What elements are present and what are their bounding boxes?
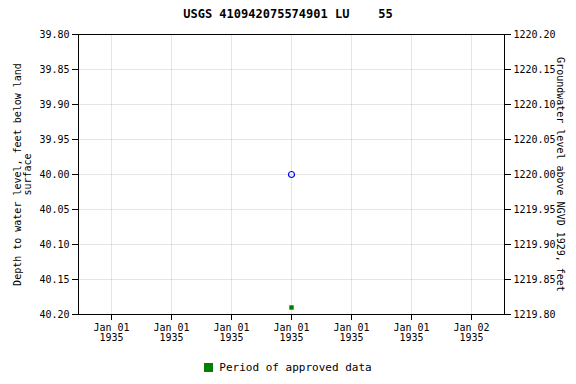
svg-text:39.90: 39.90 (39, 99, 69, 110)
svg-text:1219.95: 1219.95 (514, 204, 556, 215)
svg-text:40.10: 40.10 (39, 239, 69, 250)
svg-text:39.95: 39.95 (39, 134, 69, 145)
html-text:USGS 410942075574901 LU 55: USGS 410942075574901 LU 55 (183, 7, 393, 21)
svg-text:1220.20: 1220.20 (514, 29, 556, 40)
svg-text:Jan 011935: Jan 011935 (153, 322, 189, 343)
svg-text:Jan 011935: Jan 011935 (393, 322, 429, 343)
svg-text:Jan 011935: Jan 011935 (213, 322, 249, 343)
svg-text:39.85: 39.85 (39, 64, 69, 75)
svg-text:Groundwater level above NGVD 1: Groundwater level above NGVD 1929, feet (555, 57, 566, 292)
svg-text:1220.15: 1220.15 (514, 64, 556, 75)
svg-text:Jan 011935: Jan 011935 (273, 322, 309, 343)
svg-text:Jan 011935: Jan 011935 (93, 322, 129, 343)
svg-text:40.20: 40.20 (39, 309, 69, 320)
svg-text:1220.10: 1220.10 (514, 99, 556, 110)
svg-text:40.00: 40.00 (39, 169, 69, 180)
svg-text:1220.00: 1220.00 (514, 169, 556, 180)
svg-text:40.15: 40.15 (39, 274, 69, 285)
svg-text:39.80: 39.80 (39, 29, 69, 40)
svg-text:Jan 021935: Jan 021935 (453, 322, 489, 343)
svg-text:1219.80: 1219.80 (514, 309, 556, 320)
svg-text:1220.05: 1220.05 (514, 134, 556, 145)
svg-text:40.05: 40.05 (39, 204, 69, 215)
svg-text:Jan 011935: Jan 011935 (333, 322, 369, 343)
svg-text:Depth to water level, feet bel: Depth to water level, feet below landsur… (12, 63, 33, 286)
html-text:Period of approved data: Period of approved data (219, 360, 372, 374)
svg-text:1219.90: 1219.90 (514, 239, 556, 250)
svg-text:1219.85: 1219.85 (514, 274, 556, 285)
